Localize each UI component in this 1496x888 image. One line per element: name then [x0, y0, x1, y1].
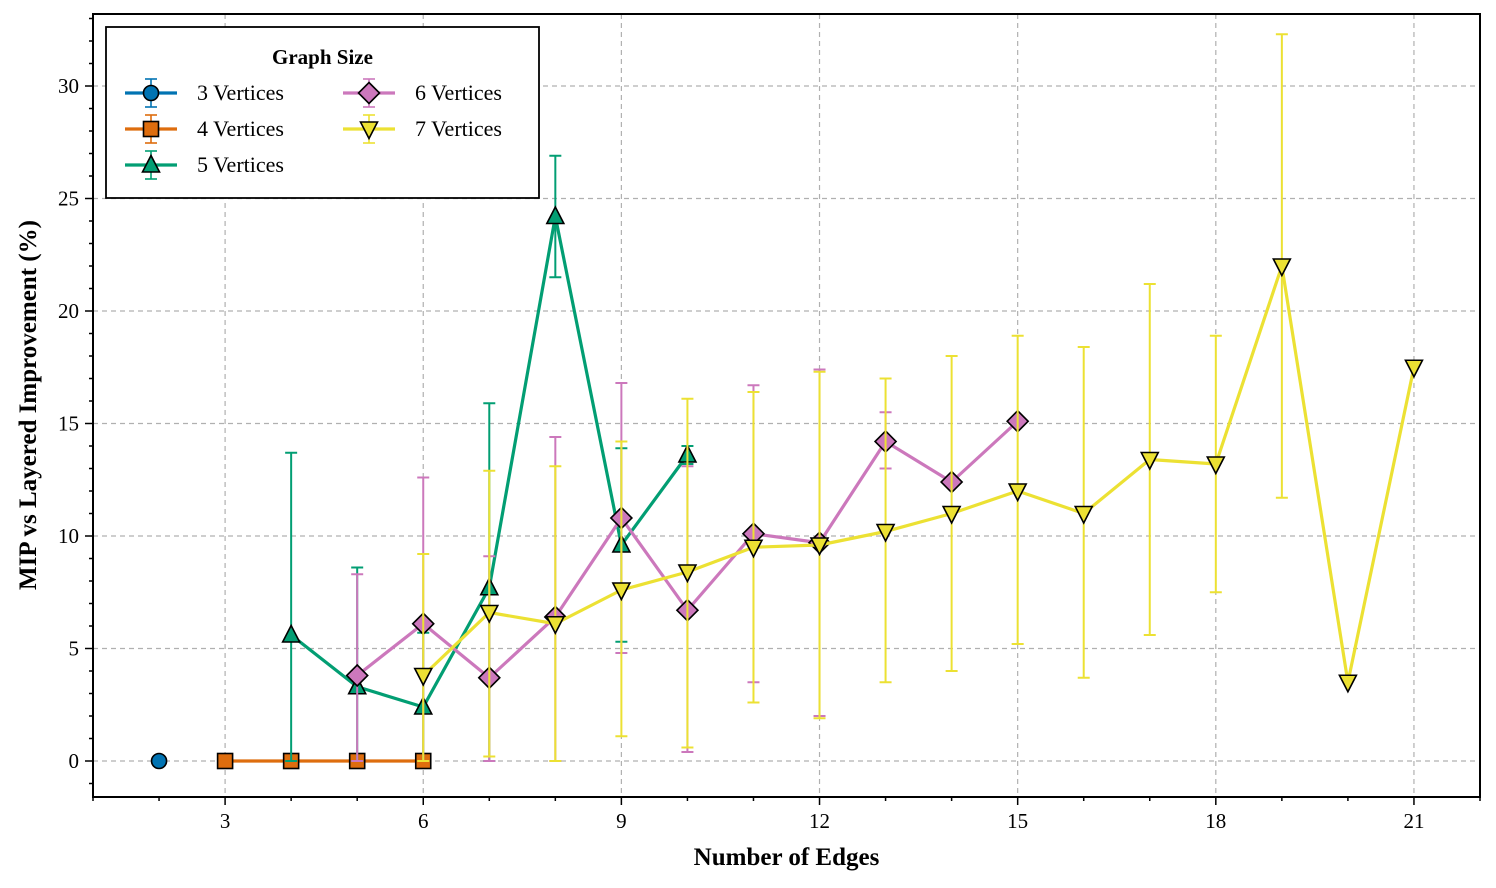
data-point [1007, 483, 1028, 503]
data-point [1404, 359, 1424, 379]
legend-entry-3-vertices: 3 Vertices [125, 78, 284, 108]
legend-label: 5 Vertices [197, 152, 284, 177]
y-tick-label: 0 [69, 749, 80, 773]
y-tick-label: 15 [58, 412, 79, 436]
data-point [743, 539, 764, 559]
legend-entry-6-vertices: 6 Vertices [343, 78, 502, 108]
data-point [1205, 456, 1226, 476]
data-point [545, 205, 566, 225]
y-axis-label: MIP vs Layered Improvement (%) [15, 220, 42, 590]
data-point [216, 752, 234, 770]
legend-marker [359, 121, 379, 141]
x-axis-label: Number of Edges [694, 844, 880, 871]
data-point [479, 604, 500, 624]
data-point [941, 505, 962, 525]
data-point [345, 663, 369, 688]
data-point [809, 537, 830, 557]
series-layer [150, 33, 1424, 770]
data-point [413, 667, 434, 687]
x-tick-label: 9 [616, 809, 627, 833]
x-tick-label: 3 [220, 809, 231, 833]
legend: Graph Size 3 Vertices 4 Vertices 5 Vertice… [105, 26, 540, 199]
y-tick-label: 25 [58, 187, 79, 211]
y-tick-label: 30 [58, 74, 79, 98]
legend-title: Graph Size [272, 45, 373, 69]
x-tick-label: 18 [1205, 809, 1226, 833]
legend-box [105, 26, 540, 199]
legend-label: 3 Vertices [197, 80, 284, 105]
series-7-vertices [413, 33, 1424, 762]
plot-frame [92, 13, 1481, 798]
data-point [150, 752, 168, 770]
legend-marker [141, 153, 161, 173]
legend-marker [142, 84, 160, 102]
legend-marker [142, 120, 160, 138]
x-tick-label: 6 [418, 809, 429, 833]
data-point [1073, 505, 1094, 525]
data-point [875, 523, 896, 543]
legend-entry-4-vertices: 4 Vertices [125, 114, 284, 144]
data-point [677, 564, 698, 584]
y-tick-label: 10 [58, 524, 79, 548]
x-tick-label: 12 [809, 809, 830, 833]
legend-label: 7 Vertices [415, 116, 502, 141]
y-tick-label: 20 [58, 299, 79, 323]
axis-ticks: 3 6 9 12 15 18 21 0 5 10 15 20 25 30 [58, 17, 1481, 833]
data-point [1272, 258, 1292, 278]
data-point [281, 623, 301, 643]
data-point [1139, 451, 1160, 471]
legend-entry-7-vertices: 7 Vertices [343, 114, 502, 144]
data-point [611, 582, 632, 602]
data-point [1338, 674, 1358, 694]
x-tick-label: 15 [1007, 809, 1028, 833]
series-line [422, 264, 1416, 684]
data-point [545, 615, 566, 635]
y-tick-label: 5 [69, 637, 80, 661]
x-tick-label: 21 [1403, 809, 1424, 833]
legend-entry-5-vertices: 5 Vertices [125, 150, 284, 180]
legend-marker [357, 81, 381, 105]
series-3-vertices [150, 752, 168, 770]
legend-label: 4 Vertices [197, 116, 284, 141]
legend-label: 6 Vertices [415, 80, 502, 105]
